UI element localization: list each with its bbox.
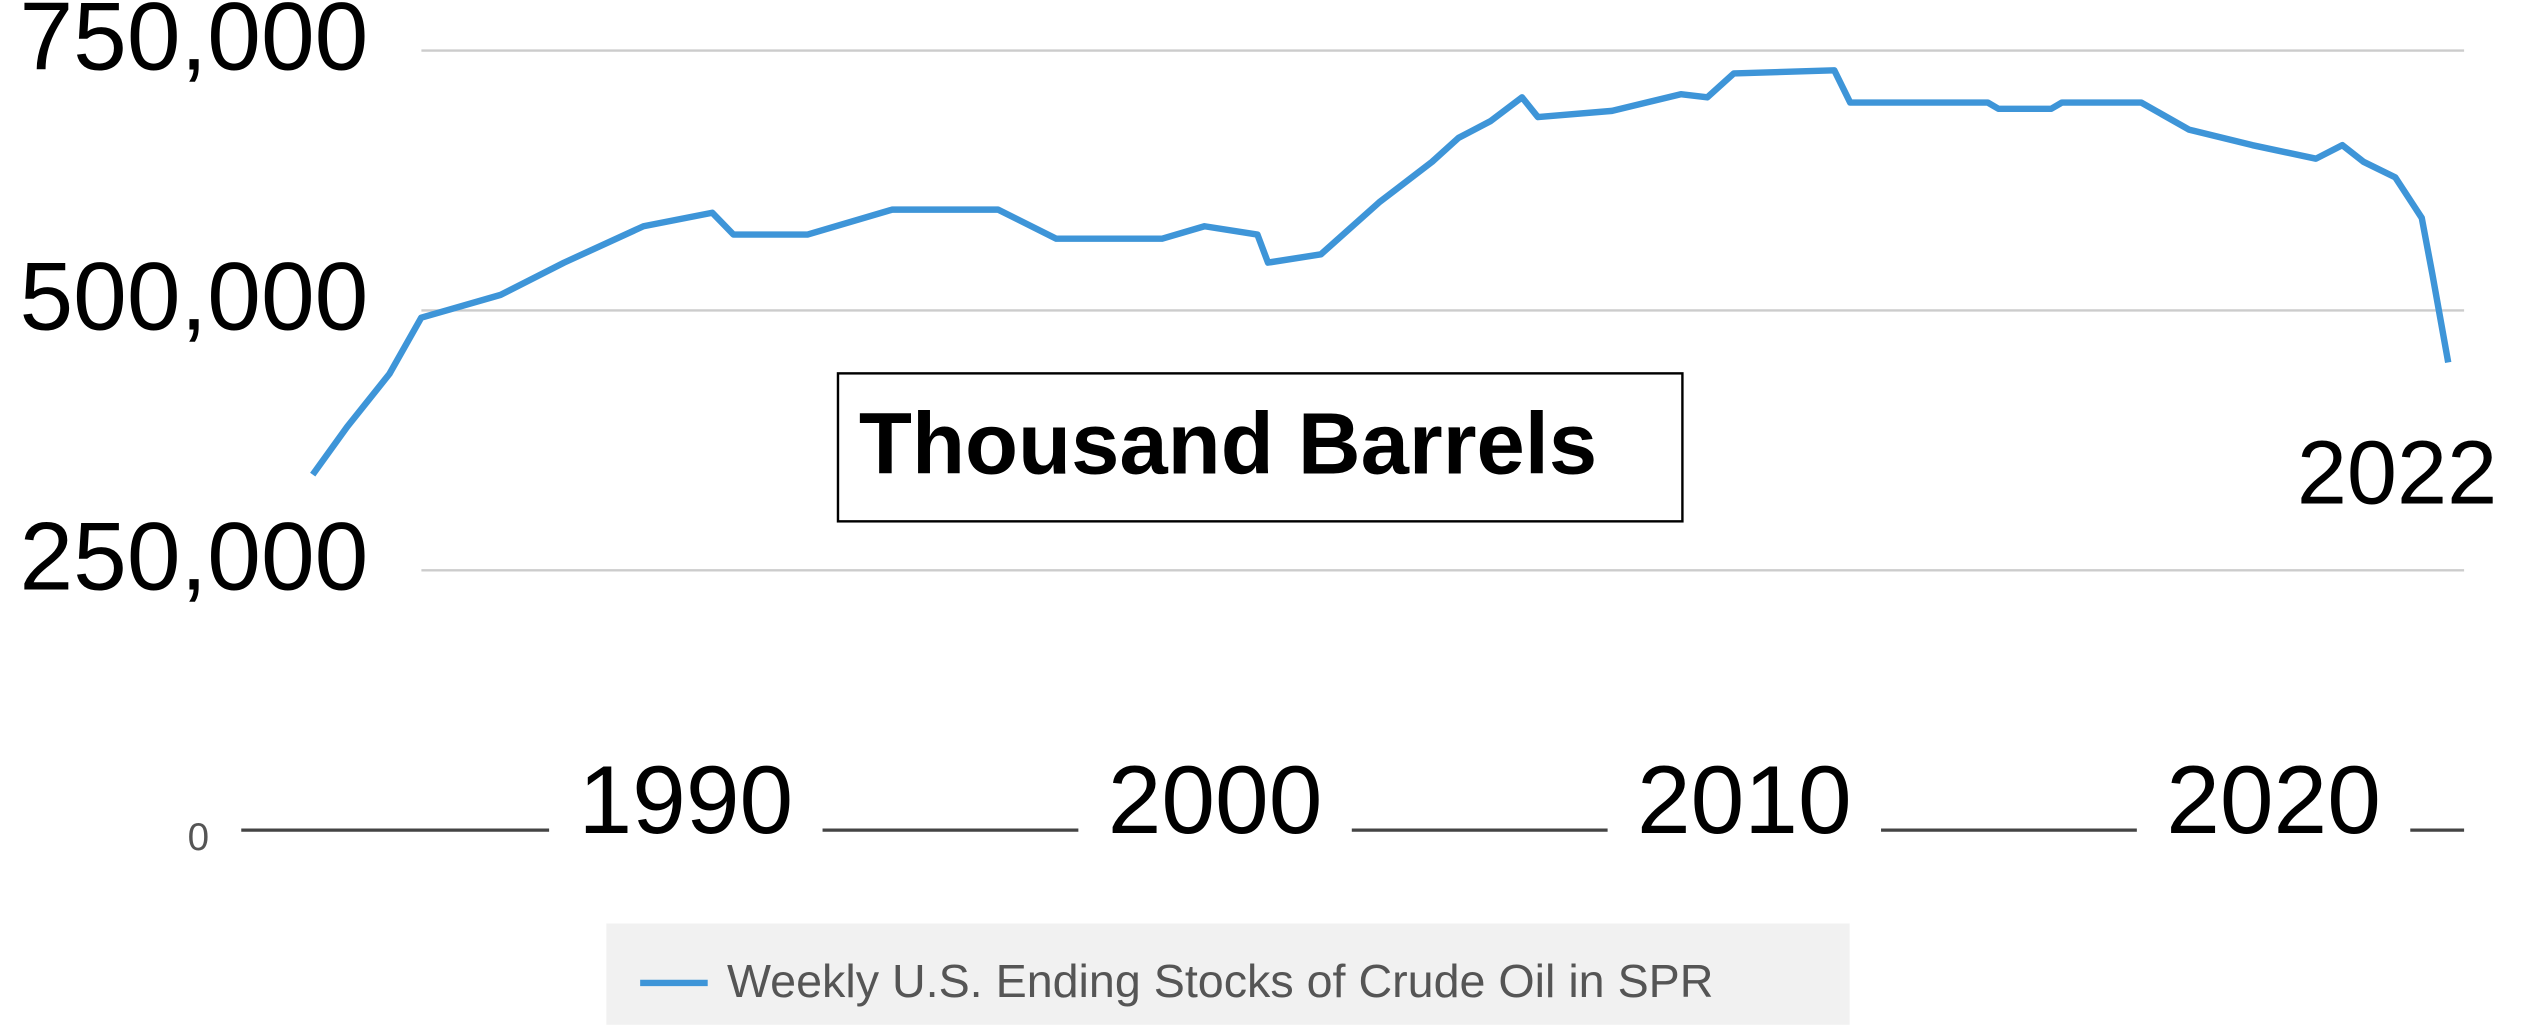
x-tick-label-bg <box>1078 757 1352 871</box>
y-tick-label: 750,000 <box>19 0 368 91</box>
y-tick-label: 0 <box>188 816 209 859</box>
x-tick-label: 2000 <box>1108 747 1323 854</box>
x-tick-label-bg <box>2136 757 2411 871</box>
legend-label: Weekly U.S. Ending Stocks of Crude Oil i… <box>727 955 1713 1007</box>
x-tick-label: 1990 <box>578 747 793 854</box>
y-tick-label: 250,000 <box>19 503 368 610</box>
x-tick-label: 2020 <box>2166 747 2381 854</box>
x-tick-label-bg <box>549 757 823 871</box>
annotation: Thousand Barrels <box>859 396 1597 493</box>
legend <box>606 923 1850 1025</box>
series-line <box>310 67 2452 477</box>
y-tick-label: 500,000 <box>19 243 368 350</box>
x-tick-label-bg <box>1607 757 1882 871</box>
annotation-box <box>836 372 1684 523</box>
annotation: 2022 <box>2297 422 2497 523</box>
x-tick-label: 2010 <box>1637 747 1852 854</box>
